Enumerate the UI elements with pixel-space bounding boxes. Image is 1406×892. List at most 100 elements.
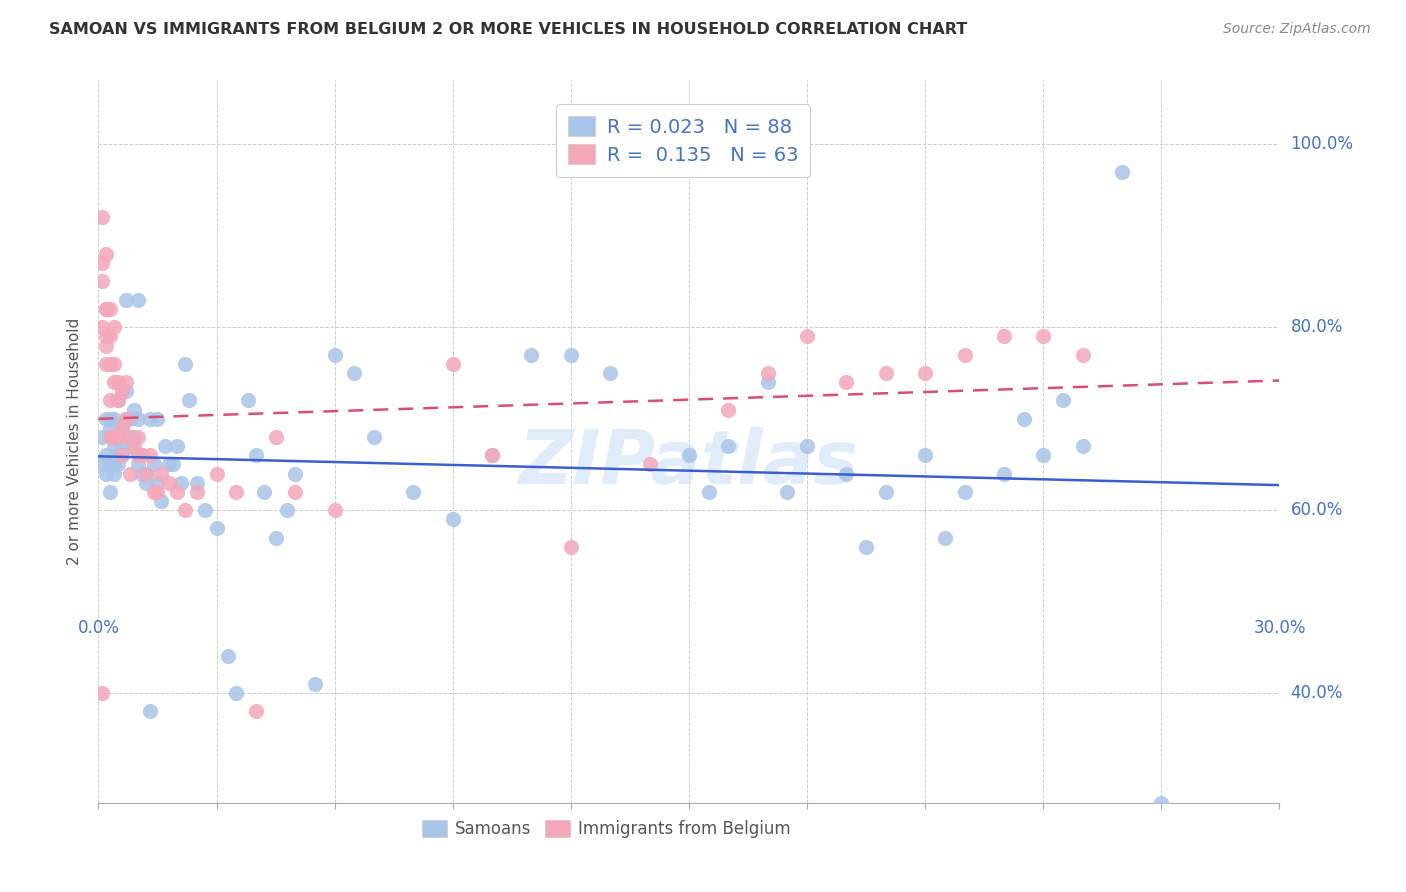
Point (107, 448, 129, 462)
Point (756, 366, 779, 380)
Point (138, 411, 160, 425)
Point (135, 467, 157, 481)
Point (91, 275, 114, 289)
Point (155, 439, 177, 453)
Point (170, 475, 193, 490)
Point (96, 411, 118, 425)
Point (96, 301, 118, 316)
Point (115, 384, 138, 399)
Point (111, 421, 134, 435)
Point (1052, 393, 1074, 408)
Point (91, 256, 114, 270)
Point (835, 375, 858, 389)
Point (1071, 348, 1094, 362)
Point (194, 503, 217, 517)
Point (122, 439, 145, 453)
Point (166, 484, 188, 499)
Point (103, 375, 125, 389)
Point (402, 484, 425, 499)
Point (91, 211, 114, 225)
Point (98, 458, 121, 472)
Point (162, 458, 184, 472)
Point (146, 484, 169, 499)
Point (953, 348, 976, 362)
Point (96, 338, 118, 352)
Point (127, 411, 149, 425)
Point (142, 458, 165, 472)
Point (1111, 165, 1133, 179)
Point (122, 430, 145, 444)
Point (953, 484, 976, 499)
Text: 100.0%: 100.0% (1291, 136, 1354, 153)
Point (96, 467, 118, 481)
Point (118, 439, 141, 453)
Point (236, 393, 259, 408)
Point (127, 448, 149, 462)
Point (135, 467, 157, 481)
Point (276, 503, 298, 517)
Point (225, 686, 247, 700)
Point (142, 484, 165, 499)
Point (103, 411, 125, 425)
Point (131, 448, 153, 462)
Point (186, 475, 208, 490)
Point (481, 448, 503, 462)
Point (560, 348, 582, 362)
Point (157, 458, 180, 472)
Point (98, 430, 121, 444)
Point (875, 366, 897, 380)
Point (103, 439, 125, 453)
Point (638, 814, 661, 829)
Point (1150, 796, 1173, 810)
Point (103, 430, 125, 444)
Point (91, 458, 114, 472)
Point (127, 293, 149, 307)
Point (103, 320, 125, 334)
Point (174, 503, 197, 517)
Point (225, 484, 247, 499)
Point (835, 467, 858, 481)
Point (96, 301, 118, 316)
Point (205, 521, 228, 535)
Point (441, 512, 464, 526)
Point (796, 329, 818, 343)
Point (1032, 448, 1054, 462)
Point (103, 357, 125, 371)
Point (264, 531, 287, 545)
Point (304, 677, 326, 691)
Point (245, 448, 267, 462)
Point (934, 531, 956, 545)
Point (96, 329, 118, 343)
Point (697, 484, 720, 499)
Point (157, 475, 180, 490)
Point (115, 411, 138, 425)
Point (138, 448, 160, 462)
Point (638, 458, 661, 472)
Point (107, 375, 129, 389)
Point (993, 467, 1015, 481)
Point (111, 448, 134, 462)
Text: ZIPatlas: ZIPatlas (519, 426, 859, 500)
Point (138, 704, 160, 718)
Point (115, 293, 138, 307)
Point (98, 357, 121, 371)
Point (107, 393, 129, 408)
Point (96, 247, 118, 261)
Point (914, 366, 936, 380)
Point (131, 448, 153, 462)
Point (122, 402, 145, 417)
Point (98, 421, 121, 435)
Point (993, 329, 1015, 343)
Point (855, 540, 877, 554)
Text: Source: ZipAtlas.com: Source: ZipAtlas.com (1223, 22, 1371, 37)
Point (98, 329, 121, 343)
Point (96, 357, 118, 371)
Text: SAMOAN VS IMMIGRANTS FROM BELGIUM 2 OR MORE VEHICLES IN HOUSEHOLD CORRELATION CH: SAMOAN VS IMMIGRANTS FROM BELGIUM 2 OR M… (49, 22, 967, 37)
Point (1012, 411, 1035, 425)
Point (323, 503, 346, 517)
Y-axis label: 2 or more Vehicles in Household: 2 or more Vehicles in Household (67, 318, 83, 566)
Point (107, 430, 129, 444)
Point (111, 384, 134, 399)
Point (103, 467, 125, 481)
Point (111, 448, 134, 462)
